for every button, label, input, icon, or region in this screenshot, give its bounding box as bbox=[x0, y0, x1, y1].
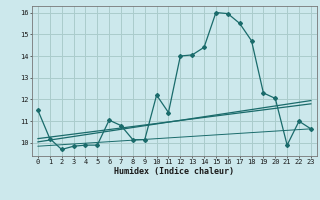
X-axis label: Humidex (Indice chaleur): Humidex (Indice chaleur) bbox=[115, 167, 234, 176]
